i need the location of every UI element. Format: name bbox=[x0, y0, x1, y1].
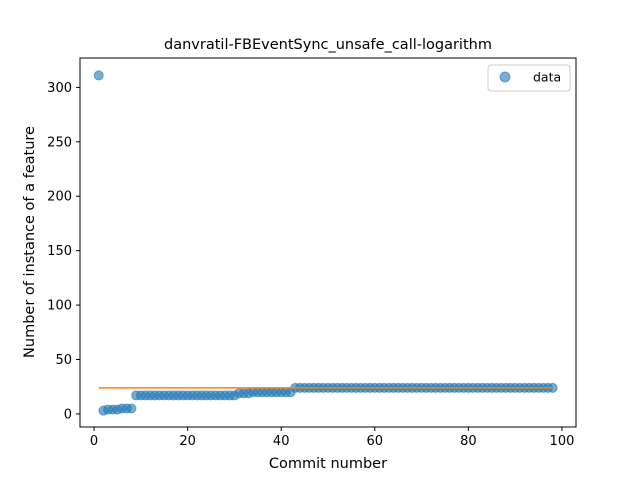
x-tick-label: 40 bbox=[273, 434, 290, 449]
y-tick-label: 100 bbox=[47, 299, 72, 314]
legend-box bbox=[487, 64, 571, 92]
data-point bbox=[93, 70, 104, 81]
y-tick-label: 150 bbox=[47, 244, 72, 259]
legend-label: data bbox=[533, 70, 561, 85]
x-tick-label: 0 bbox=[90, 434, 98, 449]
x-axis-ticks: 0 20 40 60 80 100 bbox=[90, 427, 574, 449]
y-tick-label: 50 bbox=[55, 353, 72, 368]
x-tick-label: 80 bbox=[460, 434, 477, 449]
y-axis-label: Number of instance of a feature bbox=[22, 126, 38, 358]
y-tick-label: 250 bbox=[47, 135, 72, 150]
y-tick-label: 0 bbox=[64, 407, 72, 422]
data-point bbox=[126, 403, 137, 414]
y-tick-label: 300 bbox=[47, 81, 72, 96]
data-points bbox=[93, 70, 558, 416]
x-tick-label: 20 bbox=[179, 434, 196, 449]
x-tick-label: 100 bbox=[550, 434, 575, 449]
x-axis-label: Commit number bbox=[269, 456, 387, 472]
legend: data bbox=[487, 64, 571, 92]
legend-marker bbox=[499, 71, 511, 83]
plot-frame bbox=[79, 57, 577, 428]
y-axis-ticks: 0 50 100 150 200 250 300 bbox=[47, 81, 80, 422]
chart-title: danvratil-FBEventSync_unsafe_call-logari… bbox=[164, 37, 492, 53]
y-tick-label: 200 bbox=[47, 190, 72, 205]
x-tick-label: 60 bbox=[367, 434, 384, 449]
